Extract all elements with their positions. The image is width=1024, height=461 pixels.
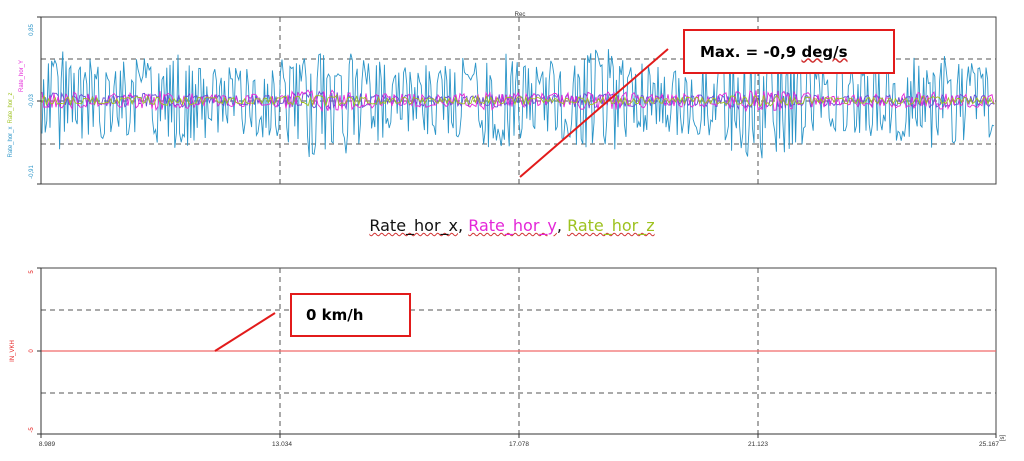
bottom-y-tick-mid: 0: [29, 349, 35, 353]
x-tick-label-3: 17.078: [509, 441, 529, 448]
x-tick-label-1: 8.989: [39, 441, 56, 448]
speed-callout: 0 km/h: [290, 293, 411, 337]
x-tick-label-5: 25.167: [979, 441, 999, 448]
bottom-callout-pointer: [214, 312, 276, 352]
bottom-chart: 5 0 -5 IN_VKH 8.989 13.034 17.078 21.123…: [10, 267, 1006, 448]
max-rate-callout-unit: deg/s: [801, 42, 848, 61]
top-callout-pointer: [519, 48, 669, 178]
legend-separator-1: ,: [458, 216, 464, 235]
speed-callout-text: 0 km/h: [306, 306, 364, 324]
top-y-axis: [37, 16, 42, 185]
legend-rate-y: Rate_hor_y: [468, 216, 557, 235]
top-y-tick-max: 0,85: [29, 24, 35, 36]
x-tick-label-4: 21.123: [748, 441, 768, 448]
bottom-y-tick-min: -5: [29, 427, 35, 433]
x-tick-label-2: 13.034: [272, 441, 292, 448]
top-y-label-y: Rate_hor_Y: [19, 60, 25, 92]
trace-rate_hor_y: [41, 89, 995, 113]
top-traces: [41, 42, 995, 159]
x-axis-unit: [s]: [1000, 435, 1006, 442]
legend-rate-z: Rate_hor_z: [567, 216, 655, 235]
max-rate-callout: Max. = -0,9 deg/s: [683, 29, 895, 74]
series-legend: Rate_hor_x, Rate_hor_y, Rate_hor_z: [0, 216, 1024, 235]
legend-separator-2: ,: [556, 216, 562, 235]
top-y-tick-min: -0,91: [29, 165, 35, 179]
max-rate-callout-prefix: Max. = -0,9: [700, 42, 802, 61]
top-y-tick-mid: -0,03: [29, 94, 35, 108]
top-y-label-z: Rate_hor_z: [8, 92, 14, 123]
bottom-y-axis: [37, 267, 42, 435]
top-y-label-x: Rate_hor_x: [8, 126, 14, 157]
bottom-x-axis: [40, 433, 997, 438]
bottom-y-label: IN_VKH: [10, 340, 16, 362]
trace-rate_hor_x: [41, 42, 995, 159]
bottom-y-tick-max: 5: [29, 270, 35, 274]
top-chart-header: Rec: [515, 12, 526, 18]
trace-rate_hor_z: [41, 93, 995, 108]
legend-rate-x: Rate_hor_x: [369, 216, 459, 235]
